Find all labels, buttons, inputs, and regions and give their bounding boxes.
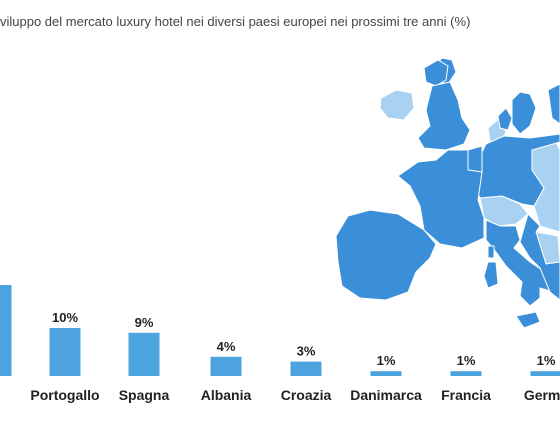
scandinavia-shape: [511, 91, 537, 135]
ireland-shape: [379, 89, 415, 121]
italy-shape: [485, 219, 559, 307]
france-shape: [397, 149, 485, 249]
bar-3: [128, 332, 160, 376]
category-label: Croazia: [281, 387, 332, 403]
finland-shape: [547, 83, 560, 125]
bar-value-label: 10%: [52, 310, 78, 325]
bar-1: [0, 285, 12, 376]
bar-4: [210, 356, 242, 376]
great-britain-shape: [417, 81, 471, 151]
scotland-shape: [423, 59, 449, 87]
map-light-countries: [379, 89, 560, 265]
category-label: Danimarca: [350, 387, 422, 403]
corsica-shape: [487, 245, 495, 259]
bar-value-label: 9%: [135, 315, 154, 330]
bar-2: [49, 328, 81, 376]
denmark-shape: [497, 107, 513, 131]
sardinia-shape: [483, 261, 499, 289]
bar-value-label: 3%: [297, 344, 316, 359]
bar-7: [450, 371, 482, 376]
category-label: Albania: [201, 387, 252, 403]
category-label: Spagna: [119, 387, 170, 403]
bar-value-label: 1%: [457, 353, 476, 368]
category-label: Francia: [441, 387, 491, 403]
category-label: Portogallo: [30, 387, 99, 403]
spain-portugal-shape: [335, 209, 437, 301]
bar-value-label: 1%: [537, 353, 556, 368]
bar-value-label: 4%: [217, 339, 236, 354]
map-dark-countries: [335, 57, 560, 329]
bar-6: [370, 371, 402, 376]
chart-title: viluppo del mercato luxury hotel nei div…: [0, 14, 471, 29]
bar-8: [530, 371, 560, 376]
balkans-shape: [519, 213, 560, 301]
sicily-shape: [515, 311, 541, 329]
bar-value-label: 1%: [377, 353, 396, 368]
category-label: Germa: [524, 387, 560, 403]
bar-5: [290, 361, 322, 376]
